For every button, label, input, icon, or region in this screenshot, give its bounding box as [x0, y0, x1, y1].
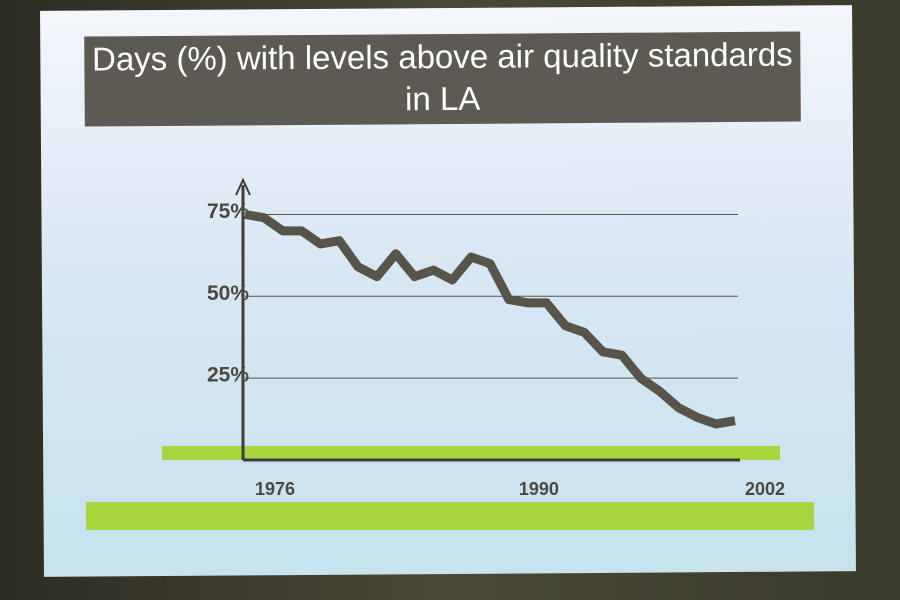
x-tick-label: 1990 [519, 479, 559, 499]
decor-bar [86, 502, 814, 530]
y-tick-label: 50% [207, 282, 249, 305]
data-line [244, 210, 736, 429]
y-tick-label: 75% [207, 200, 249, 223]
y-tick-label: 25% [207, 364, 249, 387]
x-tick-label: 1976 [255, 479, 295, 499]
axis-arrow [235, 177, 251, 196]
decor-bar [162, 446, 780, 460]
x-tick-label: 2002 [745, 479, 785, 499]
